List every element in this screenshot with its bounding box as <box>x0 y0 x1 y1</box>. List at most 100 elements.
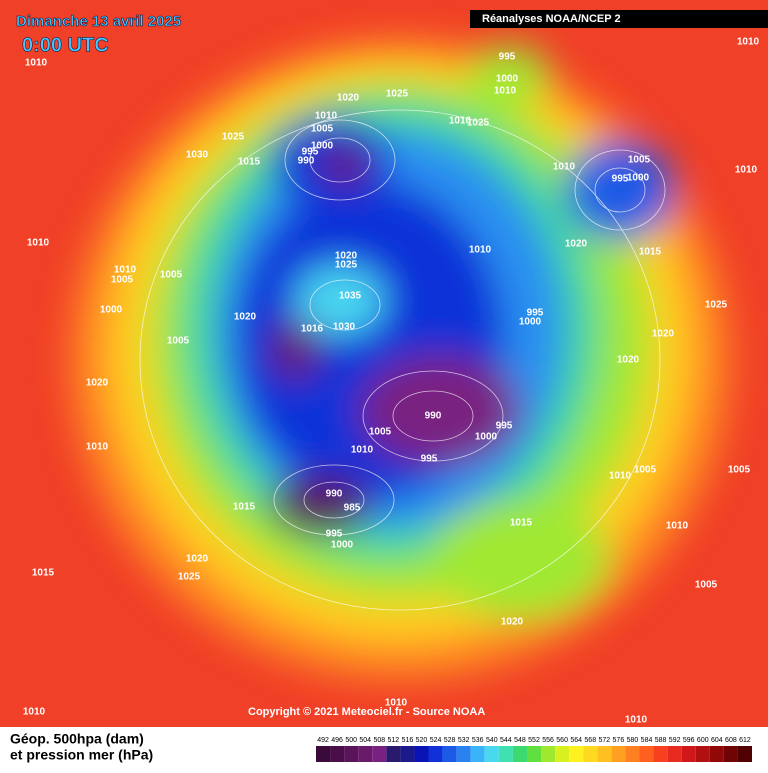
colorbar-cell <box>625 746 640 762</box>
isobar-label: 1010 <box>385 698 408 709</box>
colorbar-cell <box>526 746 542 762</box>
colorbar-label: 596 <box>683 737 695 744</box>
colorbar-label: 580 <box>627 737 639 744</box>
isobar-label: 990 <box>326 489 343 500</box>
isobar-label: 1025 <box>335 260 358 271</box>
isobar-label: 1020 <box>335 251 358 262</box>
colorbar-cell <box>344 746 359 762</box>
isobar-label: 1010 <box>114 265 137 276</box>
isobar-label: 1010 <box>737 37 760 48</box>
isobar-label: 1005 <box>311 124 334 135</box>
isobar-label: 1010 <box>25 58 48 69</box>
isobar-label: 1005 <box>160 270 183 281</box>
isobar-label: 1020 <box>234 312 257 323</box>
colorbar-label: 560 <box>556 737 568 744</box>
isobar-label: 1025 <box>705 300 728 311</box>
isobar-label: 995 <box>421 454 438 465</box>
title: Dimanche 13 avril 2025 <box>16 13 181 30</box>
colorbar-cell <box>541 746 556 762</box>
colorbar-label: 540 <box>486 737 498 744</box>
isobar-label: 1020 <box>617 355 640 366</box>
colorbar-label: 516 <box>402 737 414 744</box>
isobar-label: 1010 <box>666 521 689 532</box>
colorbar-label: 520 <box>416 737 428 744</box>
isobar-label: 1000 <box>627 173 650 184</box>
colorbar-cell <box>667 746 682 762</box>
colorbar-label: 564 <box>570 737 582 744</box>
isobar-label: 1010 <box>23 707 46 718</box>
isobar-label: 1025 <box>178 572 201 583</box>
colorbar-label: 504 <box>359 737 371 744</box>
isobar-label: 985 <box>344 503 361 514</box>
isobar-label: 995 <box>326 529 343 540</box>
isobar-label: 1020 <box>565 239 588 250</box>
isobar-label: 1005 <box>167 336 190 347</box>
isobar-label: 1015 <box>238 157 261 168</box>
isobar-label: 1000 <box>519 317 542 328</box>
colorbar-cell <box>372 746 387 762</box>
colorbar-cell <box>653 746 668 762</box>
colorbar-cell <box>597 746 612 762</box>
isobar-label: 1035 <box>339 291 362 302</box>
isobar-label: 1020 <box>501 617 524 628</box>
colorbar-label: 500 <box>345 737 357 744</box>
copyright: Copyright © 2021 Meteociel.fr - Source N… <box>248 706 485 718</box>
isobar-label: 1000 <box>475 432 498 443</box>
colorbar-label: 552 <box>528 737 540 744</box>
colorbar-label: 556 <box>542 737 554 744</box>
isobar-label: 1005 <box>369 427 392 438</box>
colorbar-label: 496 <box>331 737 343 744</box>
colorbar-label: 588 <box>655 737 667 744</box>
colorbar-label: 492 <box>317 737 329 744</box>
isobar-label: 1005 <box>628 155 651 166</box>
isobar-label: 1000 <box>496 74 519 85</box>
isobar-label: 1030 <box>186 150 209 161</box>
colorbar-label: 532 <box>458 737 470 744</box>
colorbar-cell <box>358 746 373 762</box>
colorbar-label: 544 <box>500 737 512 744</box>
isobar-label: 995 <box>496 421 513 432</box>
isobar-label: 1010 <box>469 245 492 256</box>
colorbar-cell <box>709 746 724 762</box>
isobar-label: 1010 <box>609 471 632 482</box>
isobar-label: 1020 <box>652 329 675 340</box>
colorbar-label: 584 <box>641 737 653 744</box>
isobar-label: 990 <box>298 156 315 167</box>
isobar-label: 1010 <box>86 442 109 453</box>
colorbar-label: 512 <box>388 737 400 744</box>
time: 0:00 UTC <box>22 34 109 56</box>
isobars <box>139 109 666 611</box>
field <box>70 40 730 680</box>
colorbar-label: 508 <box>373 737 385 744</box>
isobar-label: 1005 <box>695 580 718 591</box>
colorbar-cell <box>695 746 710 762</box>
colorbar-label: 612 <box>739 737 751 744</box>
isobar-label: 1020 <box>86 378 109 389</box>
isobar-label: 1010 <box>449 116 472 127</box>
isobar-label: 1010 <box>27 238 50 249</box>
colorbar-cell <box>723 746 738 762</box>
colorbar-cell <box>456 746 471 762</box>
colorbar-label: 604 <box>711 737 723 744</box>
isobar-label: 1005 <box>728 465 751 476</box>
isobar-label: 1010 <box>351 445 374 456</box>
colorbar-label: 548 <box>514 737 526 744</box>
isobar-label: 995 <box>612 174 629 185</box>
isobar-label: 1010 <box>494 86 517 97</box>
colorbar-label: 608 <box>725 737 737 744</box>
isobar-label: 1010 <box>735 165 758 176</box>
colorbar-label: 524 <box>430 737 442 744</box>
isobar-label: 1015 <box>639 247 662 258</box>
colorbar-cell <box>681 746 696 762</box>
colorbar-cell <box>583 746 598 762</box>
isobar-label: 1000 <box>311 141 334 152</box>
legend-line2: et pression mer (hPa) <box>10 747 153 763</box>
isobar-label: 1015 <box>233 502 256 513</box>
colorbar: 492 496 500 504 508 512 516 520 524 528 532 536 540 5… <box>316 737 752 762</box>
colorbar-label: 576 <box>613 737 625 744</box>
isobar-label: 1010 <box>553 162 576 173</box>
isobar-label: 1025 <box>222 132 245 143</box>
colorbar-label: 528 <box>444 737 456 744</box>
